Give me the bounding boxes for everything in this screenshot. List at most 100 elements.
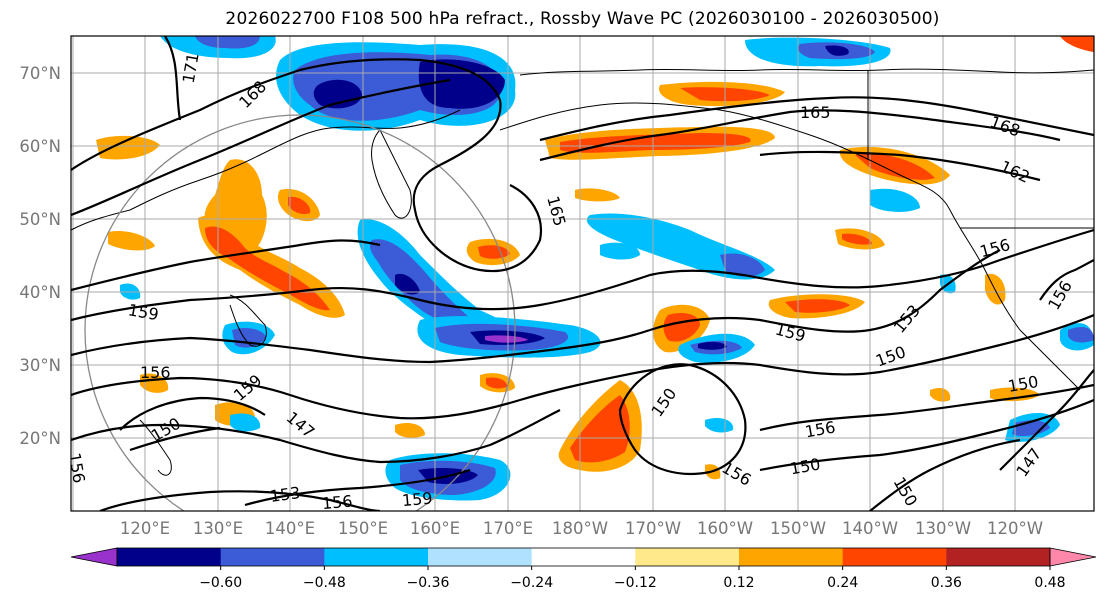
contours	[71, 36, 1094, 511]
colorbar-segment	[428, 548, 533, 566]
coastlines	[71, 68, 1094, 476]
lon-label: 120°W	[987, 519, 1043, 538]
positive-anomaly-patch	[560, 133, 751, 153]
contour-line	[759, 150, 1041, 182]
latitude-labels: 70°N 60°N 50°N 40°N 30°N 20°N	[19, 64, 61, 448]
great-circle	[84, 114, 516, 511]
map-frame	[70, 35, 1095, 512]
lon-label: 130°E	[193, 519, 243, 538]
colorbar-tick-label: 0.36	[931, 575, 962, 591]
contour-line	[618, 363, 747, 476]
positive-anomaly-patch	[486, 377, 508, 389]
positive-anomaly-patch	[205, 226, 330, 311]
lon-label: 120°E	[120, 519, 170, 538]
positive-anomaly-patch	[108, 230, 155, 251]
contour-line	[649, 249, 1001, 333]
negative-anomaly-patch	[395, 273, 420, 295]
contour-line	[869, 438, 1021, 511]
lon-label: 170°E	[483, 519, 533, 538]
contour-line	[71, 78, 451, 217]
negative-anomaly-patch	[705, 418, 734, 433]
positive-anomaly-patch	[575, 188, 620, 202]
negative-anomaly-patch	[195, 36, 260, 49]
lat-label: 30°N	[19, 356, 61, 375]
colorbar-segment	[220, 548, 325, 566]
lon-label: 150°W	[770, 519, 826, 538]
lat-label: 70°N	[19, 64, 61, 83]
lon-label: 130°W	[915, 519, 971, 538]
positive-anomaly-patch	[855, 153, 935, 180]
lon-label: 140°W	[842, 519, 898, 538]
contour-line	[412, 164, 543, 273]
colorbar-segment	[117, 548, 222, 566]
colorbar-segment	[946, 548, 1051, 566]
positive-anomaly-patch	[930, 388, 951, 402]
contour-line	[759, 383, 1094, 432]
lon-label: 170°W	[625, 519, 681, 538]
lon-label: 180°W	[552, 519, 608, 538]
colorbar-segment	[842, 548, 947, 566]
contour-line	[539, 96, 1094, 142]
lon-label: 150°E	[338, 519, 388, 538]
contour-line	[119, 396, 266, 431]
map-layers: 171 168 165 165 168 162 156 156 159 153 …	[65, 36, 1094, 514]
colorbar-tick-label: −0.24	[510, 575, 553, 591]
colorbar-tick-label: −0.12	[614, 575, 657, 591]
positive-anomaly-patch	[842, 233, 872, 245]
colorbar-tick-label: −0.60	[199, 575, 242, 591]
coastline-arctic	[519, 68, 1094, 76]
colorbar-tick-label: 0.24	[827, 575, 858, 591]
contour-label: 156	[140, 363, 171, 382]
lon-label: 160°W	[697, 519, 753, 538]
negative-anomaly-patch	[418, 59, 505, 109]
contour-label: 165	[800, 103, 831, 122]
negative-anomaly-patch	[485, 335, 528, 343]
contour-line	[999, 369, 1094, 471]
lon-label: 160°E	[410, 519, 460, 538]
lat-label: 40°N	[19, 283, 61, 302]
coastline-japan	[229, 294, 267, 347]
contour-line	[164, 36, 182, 121]
colorbar-tick-label: −0.36	[407, 575, 450, 591]
colorbar-tick-label: 0.12	[723, 575, 754, 591]
contour-line	[71, 409, 561, 464]
colorbar-extend-max	[1049, 547, 1097, 567]
contour-label: 156	[321, 492, 353, 514]
longitude-labels: 120°E 130°E 140°E 150°E 160°E 170°E 180°…	[120, 519, 1043, 538]
coastline-kamchatka	[371, 129, 412, 219]
lat-label: 50°N	[19, 210, 61, 229]
positive-anomaly-patch	[288, 196, 311, 215]
negative-anomaly-patch	[230, 413, 261, 432]
colorbar-segment	[739, 548, 844, 566]
lon-label: 140°E	[265, 519, 315, 538]
contour-line	[1039, 259, 1094, 301]
contour-label: 156	[65, 451, 89, 484]
lat-label: 60°N	[19, 137, 61, 156]
positive-anomaly-patch	[96, 135, 160, 160]
colorbar-extend-min	[70, 547, 118, 567]
negative-anomaly-patch	[870, 188, 920, 212]
negative-anomaly-patch	[698, 341, 727, 350]
contour-line	[129, 426, 221, 452]
contour-line	[71, 58, 502, 171]
positive-anomaly-patch	[395, 423, 425, 438]
colorbar-segment	[635, 548, 740, 566]
lat-label: 20°N	[19, 429, 61, 448]
colorbar-segment	[324, 548, 429, 566]
contour-line	[539, 109, 1061, 162]
negative-anomaly-patch	[720, 253, 765, 277]
coastline-asia	[71, 109, 461, 231]
contour-line	[71, 313, 1094, 420]
positive-anomaly-patch	[1060, 36, 1094, 52]
colorbar-tick-label: −0.48	[303, 575, 346, 591]
colorbar-tick-label: 0.48	[1034, 575, 1065, 591]
contour-line	[71, 328, 651, 364]
coastline-ph	[139, 419, 172, 476]
coastline-alaska	[499, 102, 951, 211]
contour-label: 153	[269, 483, 302, 506]
negative-anomaly-patch	[370, 239, 470, 323]
negative-anomaly-patch	[1068, 327, 1094, 343]
shaded-anomalies	[96, 36, 1094, 501]
contour-line	[759, 398, 1094, 472]
contour-line	[71, 239, 381, 292]
